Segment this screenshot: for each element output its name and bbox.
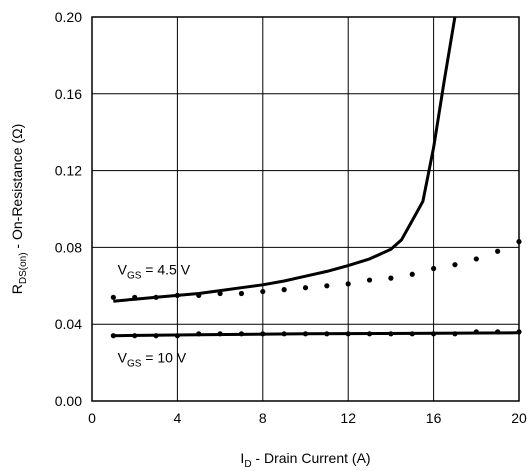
y-axis-title-main: R — [9, 284, 25, 294]
x-tick-label: 0 — [88, 410, 96, 426]
y-tick-label: 0.08 — [55, 239, 82, 255]
data-point — [153, 294, 159, 300]
annotation-main: V — [118, 261, 128, 277]
y-tick-label: 0.12 — [55, 163, 82, 179]
x-axis-title-main: I — [240, 450, 244, 466]
series-annotation: VGS = 10 V — [118, 350, 187, 370]
data-point — [345, 331, 351, 337]
data-point — [238, 331, 245, 337]
x-tick-label: 20 — [511, 410, 527, 426]
y-tick-labels: 0.00 0.04 0.08 0.12 0.16 0.20 — [55, 9, 82, 409]
x-axis-title-sub: D — [244, 459, 251, 470]
data-point — [110, 294, 116, 300]
data-point — [452, 262, 458, 268]
data-point — [324, 331, 330, 337]
x-axis-title: ID - Drain Current (A) — [240, 450, 370, 470]
data-point — [302, 285, 309, 291]
data-point — [495, 329, 501, 335]
y-tick-label: 0.16 — [55, 86, 82, 102]
data-point — [217, 331, 223, 337]
annotation-sub: GS — [127, 359, 142, 370]
data-point — [366, 277, 373, 283]
series-line — [113, 16, 457, 303]
x-tick-label: 8 — [259, 410, 267, 426]
data-point — [174, 333, 180, 339]
data-point — [302, 331, 309, 337]
annotation-main: V — [118, 350, 128, 366]
data-point — [409, 331, 415, 337]
data-point — [473, 329, 479, 335]
x-tick-label: 12 — [340, 410, 356, 426]
data-point — [132, 294, 138, 300]
x-tick-labels: 0 4 8 12 16 20 — [88, 410, 527, 426]
y-axis-title: RDS(on) - On-Resistance (Ω) — [9, 124, 29, 295]
data-point — [196, 331, 202, 337]
data-point — [409, 271, 415, 277]
series-layer — [110, 16, 522, 339]
data-point — [260, 288, 266, 295]
data-point — [196, 292, 202, 298]
data-point — [473, 256, 479, 262]
annotation-rest: = 4.5 V — [141, 261, 190, 277]
y-axis-title-sub: DS(on) — [18, 252, 29, 284]
data-point — [238, 290, 245, 297]
data-point — [516, 239, 522, 245]
data-point — [324, 283, 330, 289]
data-point — [281, 287, 287, 293]
data-point — [366, 331, 373, 337]
data-point — [281, 331, 287, 337]
data-point — [388, 275, 394, 281]
series-annotation: VGS = 4.5 V — [118, 261, 191, 281]
grid — [91, 16, 520, 402]
series-line — [113, 331, 520, 338]
y-tick-label: 0.04 — [55, 316, 82, 332]
data-point — [345, 281, 351, 287]
data-point — [174, 292, 180, 298]
data-point — [452, 331, 458, 337]
data-point — [260, 331, 266, 337]
data-point — [495, 248, 501, 254]
y-tick-label: 0.00 — [55, 393, 82, 409]
plot-frame — [91, 16, 520, 402]
data-point — [431, 331, 437, 337]
y-axis-title-rest: - On-Resistance (Ω) — [9, 124, 25, 253]
annotation-sub: GS — [127, 270, 142, 281]
x-tick-label: 16 — [426, 410, 442, 426]
data-point — [110, 333, 116, 339]
data-point — [388, 331, 394, 337]
data-point — [516, 329, 522, 335]
data-point — [153, 333, 159, 339]
data-point — [217, 290, 223, 297]
data-point — [132, 333, 138, 339]
annotation-rest: = 10 V — [141, 350, 186, 366]
data-point — [431, 265, 437, 272]
y-tick-label: 0.20 — [55, 9, 82, 25]
x-axis-title-rest: - Drain Current (A) — [252, 450, 371, 466]
x-tick-label: 4 — [174, 410, 182, 426]
